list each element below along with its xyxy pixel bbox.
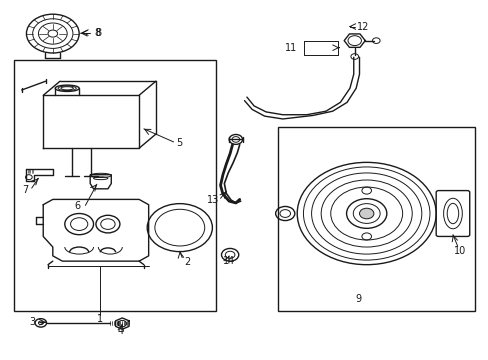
Text: 9: 9 bbox=[355, 294, 361, 304]
Circle shape bbox=[359, 208, 373, 219]
Text: 14: 14 bbox=[222, 256, 234, 266]
Text: 1: 1 bbox=[97, 314, 102, 324]
Text: 6: 6 bbox=[75, 202, 81, 211]
Text: 4: 4 bbox=[118, 326, 123, 336]
Text: 12: 12 bbox=[356, 22, 369, 32]
Text: 7: 7 bbox=[22, 185, 29, 195]
Text: 2: 2 bbox=[183, 257, 190, 267]
Text: 3: 3 bbox=[30, 317, 36, 327]
Text: 10: 10 bbox=[453, 246, 466, 256]
Bar bbox=[15, 60, 215, 311]
Text: 5: 5 bbox=[176, 138, 183, 148]
Bar bbox=[278, 127, 473, 311]
Text: 11: 11 bbox=[285, 43, 297, 53]
Text: 13: 13 bbox=[207, 195, 219, 205]
Text: 8: 8 bbox=[96, 28, 102, 38]
Text: 8: 8 bbox=[94, 27, 100, 37]
